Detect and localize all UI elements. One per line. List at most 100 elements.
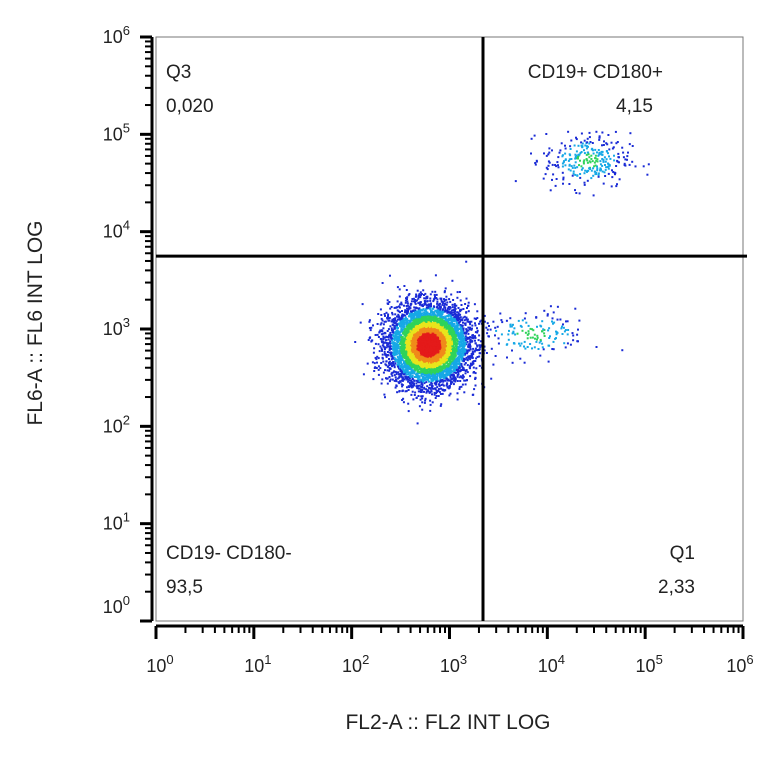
event-dot bbox=[422, 305, 424, 308]
event-dot bbox=[418, 384, 421, 387]
event-dot bbox=[387, 315, 389, 318]
event-dot bbox=[439, 378, 442, 380]
event-dot bbox=[460, 358, 463, 361]
event-dot bbox=[410, 383, 413, 386]
event-dot bbox=[448, 394, 451, 397]
event-dot bbox=[382, 323, 385, 326]
event-dot bbox=[441, 392, 444, 395]
event-dot bbox=[448, 366, 451, 369]
event-dot bbox=[438, 312, 441, 315]
event-dot bbox=[445, 331, 448, 334]
event-dot bbox=[392, 318, 395, 320]
event-dot bbox=[434, 290, 437, 293]
event-dot bbox=[485, 352, 488, 354]
event-dot bbox=[385, 346, 388, 349]
event-dot bbox=[399, 303, 402, 306]
event-dot bbox=[380, 382, 383, 385]
event-dot bbox=[460, 342, 463, 345]
event-dot bbox=[440, 357, 443, 360]
event-dot bbox=[471, 327, 473, 330]
event-dot bbox=[445, 384, 448, 387]
event-dot bbox=[467, 304, 469, 307]
event-dot bbox=[403, 329, 406, 332]
event-dot bbox=[361, 303, 364, 306]
event-dot bbox=[398, 390, 401, 392]
event-dot bbox=[380, 347, 383, 350]
event-dot bbox=[401, 335, 404, 338]
event-dot bbox=[432, 366, 435, 369]
event-dot bbox=[394, 313, 397, 316]
event-dot bbox=[437, 317, 440, 320]
event-dot bbox=[443, 291, 446, 294]
event-dot bbox=[454, 353, 457, 356]
event-dot bbox=[384, 369, 386, 372]
event-dot bbox=[416, 354, 419, 357]
event-dot bbox=[462, 308, 465, 310]
event-dot bbox=[458, 357, 460, 360]
event-dot bbox=[462, 337, 465, 340]
event-dot bbox=[429, 409, 432, 412]
event-dot bbox=[427, 390, 430, 393]
event-dot bbox=[442, 365, 445, 368]
event-dot bbox=[475, 367, 478, 370]
event-dot bbox=[391, 334, 393, 337]
event-dot bbox=[463, 332, 466, 335]
event-dot bbox=[470, 328, 473, 331]
event-dot bbox=[425, 376, 428, 379]
event-dot bbox=[393, 347, 396, 350]
event-dot bbox=[443, 379, 446, 382]
event-dot bbox=[383, 341, 386, 344]
event-dot bbox=[431, 393, 433, 396]
event-dot bbox=[380, 329, 383, 332]
event-dot bbox=[474, 349, 477, 352]
event-dot bbox=[386, 302, 389, 305]
event-dot bbox=[441, 309, 444, 312]
event-dot bbox=[397, 341, 399, 343]
event-dot bbox=[410, 368, 412, 370]
event-dot bbox=[434, 372, 437, 375]
event-dot bbox=[442, 375, 445, 378]
event-dot bbox=[441, 389, 444, 392]
event-dot bbox=[419, 368, 422, 371]
event-dot bbox=[409, 382, 411, 385]
event-dot bbox=[406, 332, 409, 334]
event-dot bbox=[404, 319, 407, 322]
event-dot bbox=[425, 388, 428, 391]
event-dot bbox=[408, 293, 411, 295]
event-dot bbox=[406, 376, 409, 379]
event-dot bbox=[449, 360, 452, 363]
event-dot bbox=[511, 361, 514, 364]
event-dot bbox=[423, 382, 426, 385]
event-dot bbox=[407, 319, 410, 322]
event-dot bbox=[377, 373, 380, 376]
event-dot bbox=[450, 378, 453, 381]
event-dot bbox=[426, 385, 429, 388]
event-dot bbox=[441, 374, 443, 377]
event-dot bbox=[444, 306, 447, 309]
event-dot bbox=[419, 398, 422, 401]
event-dot bbox=[388, 369, 391, 372]
event-dot bbox=[472, 353, 475, 355]
event-dot bbox=[402, 319, 405, 322]
event-dot bbox=[393, 353, 396, 355]
event-dot bbox=[368, 327, 371, 329]
event-dot bbox=[400, 368, 403, 371]
event-dot bbox=[433, 393, 436, 396]
event-dot bbox=[404, 360, 407, 362]
event-dot bbox=[461, 339, 464, 342]
event-dot bbox=[452, 328, 454, 331]
event-dot bbox=[432, 305, 435, 308]
event-dot bbox=[456, 334, 459, 337]
event-dot bbox=[450, 293, 453, 296]
event-dot bbox=[448, 306, 451, 308]
event-dot bbox=[419, 389, 422, 392]
event-dot bbox=[424, 303, 427, 306]
event-dot bbox=[421, 317, 424, 320]
event-dot bbox=[461, 359, 464, 362]
event-dot bbox=[388, 362, 390, 365]
event-dot bbox=[386, 351, 389, 353]
event-dot bbox=[486, 332, 489, 335]
event-dot bbox=[469, 358, 472, 361]
event-dot bbox=[404, 309, 407, 312]
